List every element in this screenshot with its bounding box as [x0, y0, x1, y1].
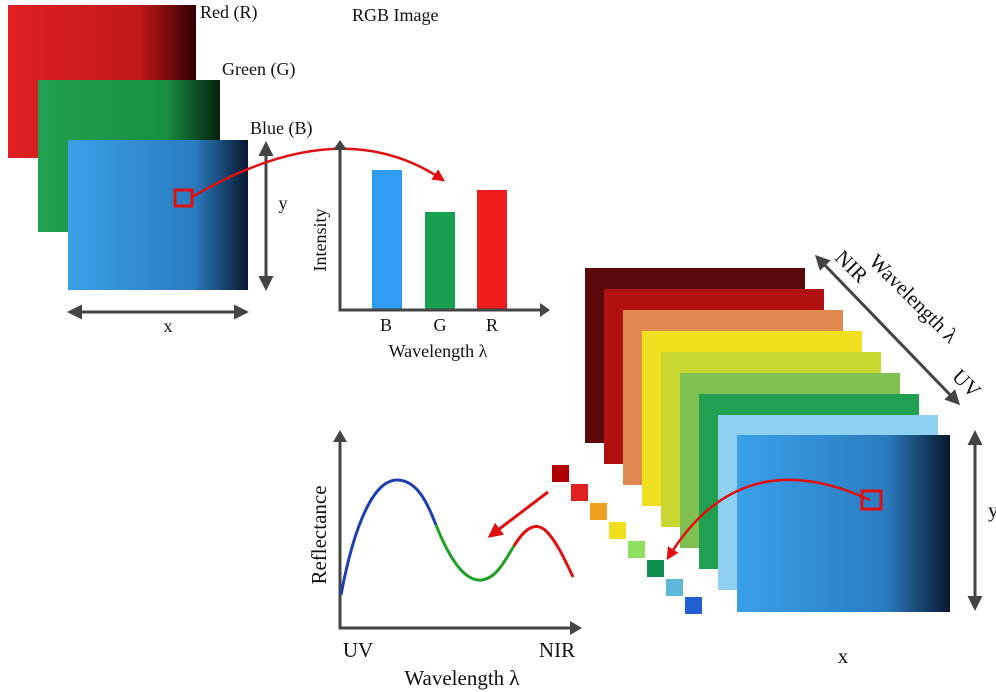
pixel-arrow	[191, 147, 446, 199]
spectrum-pixels	[552, 465, 702, 614]
hyperspectral-cube: NIR Wavelength λ UV y x	[487, 245, 996, 668]
bar	[477, 190, 507, 310]
pixel-box	[860, 489, 883, 511]
pixel-arrow	[666, 478, 871, 561]
band-image	[737, 435, 950, 612]
x-axis-label: Wavelength λ	[389, 341, 488, 361]
x-label: x	[838, 644, 849, 668]
channel-label: Green (G)	[222, 59, 295, 80]
x-label: x	[164, 316, 173, 336]
category-label: G	[434, 315, 447, 335]
y-axis-label: Intensity	[310, 209, 330, 272]
curve-visible	[434, 524, 516, 582]
blue-channel	[68, 140, 248, 290]
category-label: B	[380, 315, 392, 335]
rgb-image: Red (R) Green (G) Blue (B) RGB Image y x	[8, 2, 446, 336]
category-label: R	[486, 315, 498, 335]
curve-uv	[339, 478, 438, 596]
channel-label: Blue (B)	[250, 118, 313, 139]
x-axis-label: Wavelength λ	[404, 666, 520, 690]
axes	[338, 440, 573, 630]
y-label: y	[988, 498, 996, 522]
reflectance-plot: UV NIR Wavelength λ Reflectance	[307, 430, 582, 690]
intensity-plot: B G R Wavelength λ Intensity	[310, 140, 550, 361]
x-start: UV	[343, 638, 373, 662]
channel-label: Red (R)	[200, 2, 258, 23]
axes	[338, 147, 543, 312]
y-label: y	[279, 193, 288, 213]
curve-nir	[512, 525, 575, 578]
title: RGB Image	[352, 5, 438, 25]
axis-label: Wavelength λ	[864, 249, 963, 348]
y-axis-label: Reflectance	[307, 485, 331, 584]
pixel-box	[173, 188, 194, 208]
bar	[425, 212, 455, 310]
spectrum-arrow	[487, 490, 549, 538]
wavelength-arrow	[814, 254, 961, 406]
bar	[372, 170, 402, 310]
x-end: NIR	[539, 638, 575, 662]
